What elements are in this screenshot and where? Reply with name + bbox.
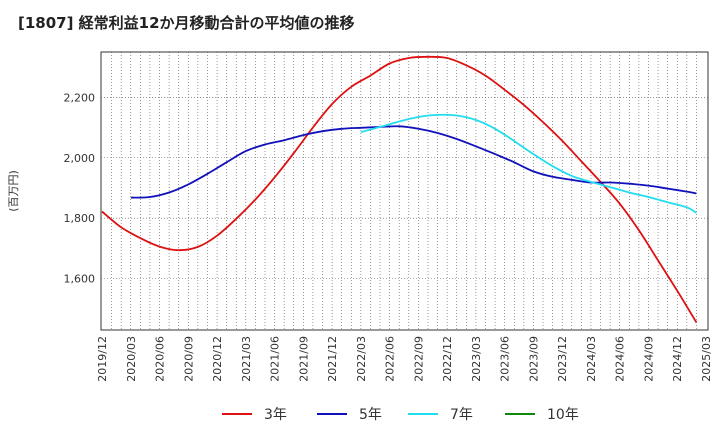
x-tick-label: 2022/12 — [441, 336, 454, 382]
x-tick-label: 2021/06 — [269, 336, 282, 382]
x-tick-label: 2023/12 — [556, 336, 569, 382]
x-tick-label: 2021/09 — [297, 336, 310, 382]
x-tick-label: 2022/06 — [384, 336, 397, 382]
x-tick-label: 2021/12 — [326, 336, 339, 382]
y-tick-label: 1,600 — [64, 273, 96, 286]
x-tick-label: 2020/09 — [182, 336, 195, 382]
y-tick-label: 2,000 — [64, 152, 96, 165]
x-tick-label: 2023/09 — [527, 336, 540, 382]
x-tick-label: 2023/03 — [470, 336, 483, 382]
series-line-1 — [101, 55, 698, 323]
y-tick-label: 2,200 — [64, 91, 96, 104]
legend-label: 5年 — [359, 407, 382, 423]
x-tick-label: 2022/03 — [355, 336, 368, 382]
x-tick-label: 2022/09 — [412, 336, 425, 382]
series-line-3 — [360, 113, 697, 214]
x-tick-label: 2024/03 — [585, 336, 598, 382]
x-tick-label: 2025/03 — [700, 336, 713, 382]
x-tick-label: 2019/12 — [96, 336, 109, 382]
chart-title: [1807] 経常利益12か月移動合計の平均値の推移 — [18, 14, 355, 32]
x-tick-label: 2024/06 — [614, 336, 627, 382]
x-tick-label: 2023/06 — [499, 336, 512, 382]
y-axis-label: (百万円) — [7, 170, 20, 212]
legend-label: 3年 — [264, 407, 287, 423]
x-tick-label: 2020/03 — [125, 336, 138, 382]
x-tick-label: 2020/12 — [211, 336, 224, 382]
x-tick-label: 2021/03 — [240, 336, 253, 382]
legend-label: 7年 — [450, 407, 473, 423]
x-tick-label: 2024/09 — [642, 336, 655, 382]
y-tick-label: 1,800 — [64, 212, 96, 225]
x-tick-label: 2020/06 — [154, 336, 167, 382]
plot-area-frame — [100, 51, 709, 331]
x-tick-label: 2024/12 — [671, 336, 684, 382]
series-line-2 — [130, 125, 697, 199]
legend-label: 10年 — [547, 407, 579, 423]
